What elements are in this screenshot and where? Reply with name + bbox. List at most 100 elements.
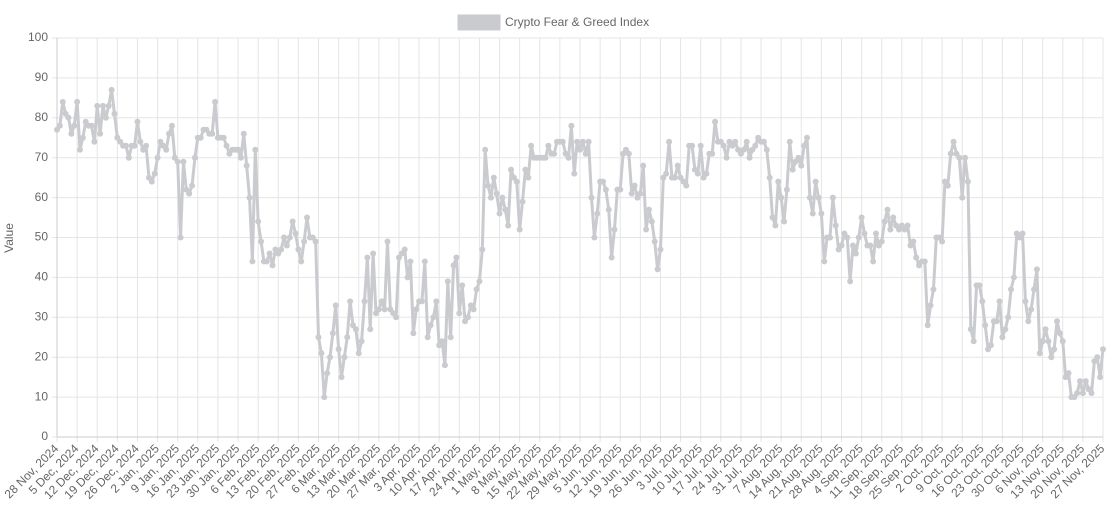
data-point bbox=[795, 154, 802, 161]
legend-label: Crypto Fear & Greed Index bbox=[505, 15, 649, 29]
data-point bbox=[1033, 266, 1040, 273]
data-point bbox=[887, 226, 894, 233]
y-tick-label: 50 bbox=[35, 230, 49, 244]
data-point bbox=[375, 306, 382, 313]
data-point bbox=[281, 234, 288, 241]
data-point bbox=[674, 162, 681, 169]
data-point bbox=[861, 230, 868, 237]
data-point bbox=[352, 326, 359, 333]
y-tick-label: 10 bbox=[35, 389, 49, 403]
data-point bbox=[809, 210, 816, 217]
data-point bbox=[651, 238, 658, 245]
data-point bbox=[258, 238, 265, 245]
data-point bbox=[487, 194, 494, 201]
data-point bbox=[513, 178, 520, 185]
data-point bbox=[801, 142, 808, 149]
data-point bbox=[542, 154, 549, 161]
data-point bbox=[470, 306, 477, 313]
data-point bbox=[91, 138, 98, 145]
data-point bbox=[105, 102, 112, 109]
data-point bbox=[456, 310, 463, 317]
data-point bbox=[1036, 350, 1043, 357]
data-point bbox=[450, 262, 457, 269]
data-point bbox=[815, 194, 822, 201]
data-point bbox=[335, 346, 342, 353]
data-point bbox=[855, 234, 862, 241]
data-point bbox=[347, 298, 354, 305]
data-point bbox=[694, 170, 701, 177]
data-point bbox=[318, 350, 325, 357]
data-point bbox=[870, 258, 877, 265]
data-point bbox=[740, 146, 747, 153]
data-point bbox=[950, 138, 957, 145]
data-point bbox=[858, 214, 865, 221]
data-point bbox=[1005, 314, 1012, 321]
data-point bbox=[97, 130, 104, 137]
data-point bbox=[220, 134, 227, 141]
data-point bbox=[591, 234, 598, 241]
data-point bbox=[979, 298, 986, 305]
data-point bbox=[709, 150, 716, 157]
data-point bbox=[1097, 374, 1104, 381]
data-point bbox=[703, 170, 710, 177]
data-point bbox=[255, 218, 262, 225]
data-point bbox=[59, 98, 66, 105]
data-point bbox=[551, 150, 558, 157]
data-point bbox=[74, 98, 81, 105]
data-point bbox=[249, 258, 256, 265]
data-point bbox=[499, 194, 506, 201]
data-point bbox=[502, 206, 509, 213]
data-point bbox=[890, 214, 897, 221]
data-point bbox=[999, 334, 1006, 341]
data-point bbox=[648, 218, 655, 225]
data-point bbox=[370, 250, 377, 257]
data-point bbox=[482, 146, 489, 153]
data-point bbox=[1079, 390, 1086, 397]
data-point bbox=[430, 314, 437, 321]
data-point bbox=[697, 142, 704, 149]
y-tick-label: 20 bbox=[35, 349, 49, 363]
data-point bbox=[223, 142, 230, 149]
data-point bbox=[298, 258, 305, 265]
data-point bbox=[381, 306, 388, 313]
data-point bbox=[108, 86, 115, 93]
data-point bbox=[884, 206, 891, 213]
data-point bbox=[1008, 286, 1015, 293]
data-point bbox=[852, 250, 859, 257]
data-point bbox=[479, 246, 486, 253]
data-point bbox=[404, 274, 411, 281]
data-point bbox=[266, 250, 273, 257]
data-point bbox=[338, 374, 345, 381]
data-point bbox=[235, 146, 242, 153]
data-point bbox=[666, 138, 673, 145]
data-point bbox=[778, 194, 785, 201]
data-point bbox=[585, 138, 592, 145]
data-point bbox=[344, 334, 351, 341]
data-point bbox=[212, 98, 219, 105]
data-point bbox=[959, 194, 966, 201]
data-point bbox=[131, 142, 138, 149]
data-point bbox=[827, 234, 834, 241]
data-point bbox=[99, 102, 106, 109]
data-point bbox=[68, 130, 75, 137]
data-point bbox=[818, 210, 825, 217]
data-point bbox=[663, 170, 670, 177]
data-point bbox=[829, 194, 836, 201]
data-point bbox=[125, 154, 132, 161]
data-point bbox=[783, 186, 790, 193]
data-point bbox=[473, 286, 480, 293]
data-point bbox=[424, 334, 431, 341]
data-point bbox=[775, 178, 782, 185]
data-point bbox=[752, 142, 759, 149]
data-point bbox=[269, 262, 276, 269]
data-point bbox=[1088, 390, 1095, 397]
data-point bbox=[1074, 390, 1081, 397]
data-point bbox=[645, 206, 652, 213]
data-point bbox=[197, 134, 204, 141]
data-point bbox=[608, 254, 615, 261]
data-point bbox=[464, 314, 471, 321]
data-point bbox=[525, 174, 532, 181]
data-point bbox=[689, 142, 696, 149]
data-point bbox=[1048, 354, 1055, 361]
